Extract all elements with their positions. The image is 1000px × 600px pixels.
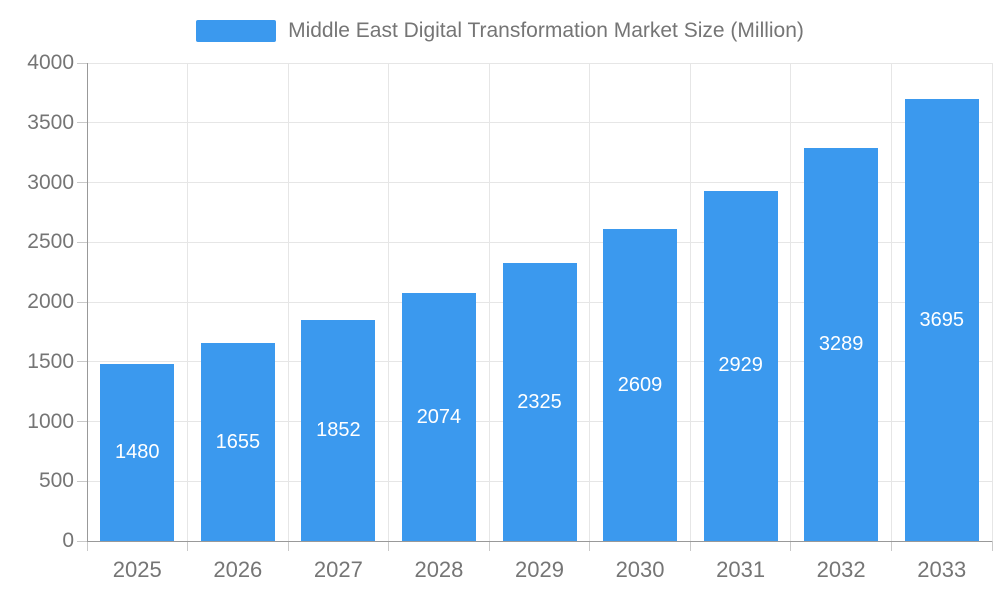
gridline-vertical [790,63,792,541]
x-axis-label: 2026 [213,557,263,582]
bar-value-label: 3695 [919,308,964,331]
legend-label: Middle East Digital Transformation Marke… [288,19,804,42]
bar-value-label: 3289 [818,332,864,355]
bar[interactable]: 2929 [703,190,778,541]
x-axis-tick [86,541,88,551]
x-axis-label: 2030 [615,557,665,582]
gridline-horizontal [87,182,992,183]
gridline-vertical [991,63,993,541]
y-axis-label: 0 [62,529,74,552]
x-axis-tick [287,541,289,551]
legend[interactable]: Middle East Digital Transformation Marke… [0,14,1000,48]
bar-value-label: 2325 [517,390,562,413]
x-axis-line [87,540,992,542]
x-axis-label: 2029 [515,557,564,582]
x-axis-label: 2032 [816,557,866,582]
gridline-vertical [488,63,490,541]
y-axis-tick [77,301,87,303]
gridline-vertical [287,63,289,541]
y-axis-tick [77,361,87,363]
y-axis-label: 3000 [27,170,74,194]
y-axis-tick [77,182,87,183]
y-axis-label: 2500 [27,230,74,254]
y-axis-tick [77,241,87,243]
bar-value-label: 2609 [617,373,663,396]
x-axis-label: 2031 [716,557,766,582]
gridline-vertical [187,63,189,541]
gridline-horizontal [87,62,992,64]
bar[interactable]: 3695 [904,99,979,541]
x-axis-tick [388,541,390,551]
x-axis-tick [689,541,691,551]
y-axis-label: 1000 [27,409,74,433]
y-axis-label: 4000 [27,51,74,74]
bar[interactable]: 2074 [401,293,476,541]
bar-value-label: 1852 [316,418,361,441]
x-axis-tick [890,541,892,551]
bar[interactable]: 2325 [502,263,577,541]
x-axis-tick [991,541,993,551]
y-axis-tick [77,480,87,482]
bar[interactable]: 1480 [100,364,175,541]
x-axis-tick [488,541,490,551]
gridline-horizontal [87,241,992,243]
x-axis-label: 2025 [112,557,162,582]
bar-value-label: 1480 [115,441,160,464]
bar[interactable]: 1852 [301,319,376,541]
x-axis-tick [589,541,591,551]
bar[interactable]: 3289 [804,147,879,541]
bar-value-label: 2074 [416,405,462,428]
x-axis-tick [187,541,189,551]
gridline-vertical [589,63,591,541]
gridline-horizontal [87,122,992,124]
gridline-vertical [890,63,892,541]
y-axis-tick [77,421,87,422]
legend-swatch[interactable] [196,20,277,42]
bar[interactable]: 2609 [603,229,678,541]
y-axis-label: 1500 [27,349,74,373]
y-axis-tick [77,62,87,64]
bar-value-label: 1655 [215,430,261,453]
y-axis-label: 2000 [27,290,74,313]
gridline-vertical [689,63,691,541]
gridline-vertical [388,63,390,541]
x-axis-label: 2033 [917,557,967,582]
x-axis-label: 2028 [414,557,464,582]
bar[interactable]: 1655 [200,343,275,541]
x-axis-label: 2027 [313,557,363,582]
y-axis-line [86,63,88,542]
y-axis-label: 500 [38,469,74,493]
y-axis-tick [77,540,87,542]
bar-value-label: 2929 [718,354,763,377]
x-axis-tick [790,541,792,551]
y-axis-tick [77,122,87,124]
y-axis-label: 3500 [27,110,74,134]
